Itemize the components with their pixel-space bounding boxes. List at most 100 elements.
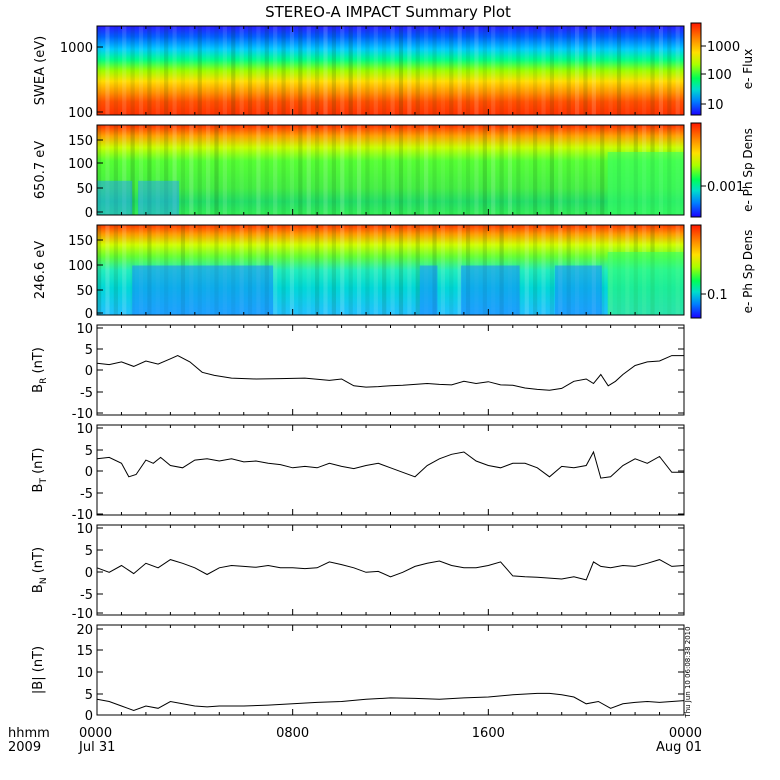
- pad246-texture: [273, 225, 278, 315]
- pad246-colorbar: [690, 224, 702, 319]
- pad650-ytick-label: 150: [68, 134, 93, 149]
- swea-texture: [541, 26, 546, 115]
- swea-texture: [398, 26, 404, 115]
- swea-texture: [340, 26, 345, 115]
- pad246-texture: [390, 225, 395, 315]
- swea-colorbar-tick-label: 1000: [707, 40, 740, 55]
- pad246-texture: [298, 225, 303, 315]
- pad650-texture: [465, 125, 471, 215]
- pad650-low-patch: [97, 180, 133, 215]
- bmag-ytick-label: 20: [76, 623, 93, 638]
- pad650-right-band: [607, 152, 684, 215]
- pad246-texture: [449, 225, 454, 315]
- swea-texture: [491, 26, 496, 115]
- pad246-texture: [340, 225, 345, 315]
- pad650-texture: [507, 125, 513, 215]
- pad246-ytick-label: 150: [68, 234, 93, 249]
- swea-texture: [600, 26, 605, 115]
- swea-texture: [247, 26, 253, 115]
- bt-ylabel: BT (nT): [31, 448, 49, 493]
- br-ytick-label: 0: [85, 364, 93, 379]
- xaxis-row1-label: hhmm: [8, 726, 50, 741]
- pad650-texture: [122, 125, 127, 215]
- swea-texture: [323, 26, 328, 115]
- swea-texture: [164, 26, 169, 115]
- pad650-colorbar-tick-label: 0.001: [707, 180, 744, 195]
- pad650-texture: [382, 125, 387, 215]
- pad246-ytick-label: 50: [76, 284, 93, 299]
- pad246-low-patch: [419, 265, 438, 315]
- pad246-texture: [524, 225, 529, 315]
- swea-texture: [591, 26, 596, 115]
- swea-ytick-label: 100: [68, 106, 93, 121]
- swea-texture: [608, 26, 613, 115]
- pad650-texture: [214, 125, 219, 215]
- pad246-texture: [382, 225, 387, 315]
- swea-colorbar-label: e- Flux: [741, 49, 755, 89]
- pad650-texture: [574, 125, 580, 215]
- bmag-ylabel: |B| (nT): [31, 646, 46, 694]
- swea-texture: [382, 26, 387, 115]
- bn-ylabel-sub: N: [39, 577, 49, 584]
- swea-texture: [449, 26, 454, 115]
- pad650-texture: [432, 125, 437, 215]
- pad650-texture: [541, 125, 546, 215]
- pad650-ytick-label: 100: [68, 157, 93, 172]
- swea-panel: 1000 100 SWEA (eV) 1000 100 10 e- Flux: [33, 22, 755, 121]
- pad650-texture: [558, 125, 563, 215]
- swea-texture: [356, 26, 362, 115]
- swea-texture: [172, 26, 177, 115]
- bn-ytick-label: 5: [85, 544, 93, 559]
- pad246-texture: [440, 225, 446, 315]
- swea-texture: [214, 26, 219, 115]
- pad650-texture: [516, 125, 521, 215]
- swea-texture: [524, 26, 529, 115]
- pad650-texture: [264, 125, 269, 215]
- pad650-low-patch: [138, 180, 180, 215]
- pad246-right-band: [607, 252, 684, 315]
- swea-texture: [415, 26, 420, 115]
- pad246-low-patch: [554, 265, 602, 315]
- swea-texture: [180, 26, 186, 115]
- swea-texture: [650, 26, 655, 115]
- pad246-colorbar-label: e- Ph Sp Dens: [741, 230, 755, 314]
- xaxis-tick-sublabel: Jul 31: [78, 740, 115, 755]
- pad650-colorbar: [690, 122, 702, 218]
- pad246-texture: [541, 225, 546, 315]
- pad246-texture: [373, 225, 378, 315]
- swea-spectrogram: [97, 26, 684, 115]
- swea-texture: [625, 26, 630, 115]
- xaxis-tick-label: 0000: [79, 726, 112, 741]
- pad650-texture: [306, 125, 311, 215]
- pad650-texture: [239, 125, 244, 215]
- pad650-texture: [348, 125, 353, 215]
- pad246-texture: [315, 225, 320, 315]
- br-ytick-label: -5: [80, 386, 93, 401]
- pad650-texture: [533, 125, 538, 215]
- swea-texture: [499, 26, 504, 115]
- swea-texture: [239, 26, 244, 115]
- swea-texture: [256, 26, 261, 115]
- swea-texture: [440, 26, 446, 115]
- pad650-texture: [206, 125, 211, 215]
- swea-texture: [105, 26, 110, 115]
- br-ytick-label: -10: [72, 407, 93, 422]
- bt-panel: 10 5 0 -5 -10 BT (nT): [31, 422, 685, 523]
- pad650-texture: [583, 125, 588, 215]
- swea-texture: [264, 26, 269, 115]
- pad246-texture: [105, 225, 110, 315]
- pad650-texture: [138, 125, 144, 215]
- pad246-panel: 150 100 50 0 246.6 eV 0.1 e- Ph Sp Dens: [33, 224, 755, 322]
- pad650-texture: [105, 125, 110, 215]
- xaxis-row2-label: 2009: [8, 740, 41, 755]
- pad650-texture: [356, 125, 362, 215]
- swea-texture: [97, 26, 102, 115]
- bn-ytick-label: 10: [76, 522, 93, 537]
- pad246-colorbar-tick-label: 0.1: [707, 288, 728, 303]
- pad650-ytick-label: 0: [85, 206, 93, 221]
- pad650-texture: [273, 125, 278, 215]
- pad650-texture: [407, 125, 412, 215]
